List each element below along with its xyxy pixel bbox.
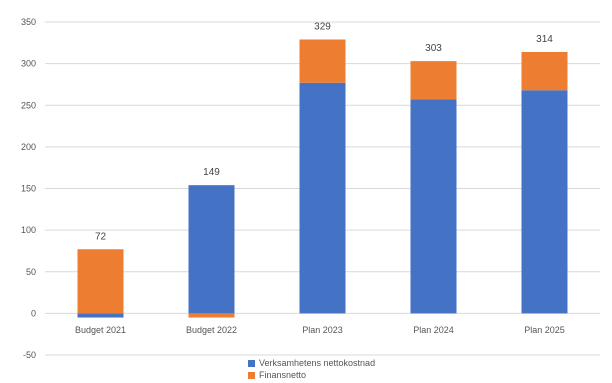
y-axis-ticks: -50 0 50 100 150 200 250 300 350	[21, 17, 36, 360]
y-tick-label: 350	[21, 17, 36, 27]
bar-segment-finansnetto	[188, 313, 235, 318]
y-tick-label: 300	[21, 59, 36, 69]
total-label: 72	[95, 231, 107, 242]
x-axis-categories: Budget 2021 Budget 2022 Plan 2023 Plan 2024…	[75, 325, 565, 335]
total-label: 329	[314, 21, 331, 32]
y-tick-label: -50	[23, 350, 36, 360]
bar-segment-finansnetto	[299, 39, 346, 83]
x-category-label: Plan 2023	[302, 325, 343, 335]
bar-segment-verksamhetens-nettokostnad	[410, 99, 457, 314]
bar-segment-verksamhetens-nettokostnad	[521, 90, 568, 314]
bar-segment-finansnetto	[77, 249, 124, 314]
bar-segment-finansnetto	[410, 61, 457, 100]
x-category-label: Plan 2024	[413, 325, 454, 335]
y-tick-label: 250	[21, 100, 36, 110]
bar-segment-verksamhetens-nettokostnad	[299, 82, 346, 314]
total-label: 314	[536, 34, 553, 45]
total-label: 303	[425, 43, 442, 54]
y-tick-label: 0	[31, 308, 36, 318]
x-category-label: Budget 2021	[75, 325, 126, 335]
bar-segment-finansnetto	[521, 51, 568, 91]
bar-segment-verksamhetens-nettokostnad	[188, 185, 235, 314]
legend-swatch	[248, 372, 255, 379]
total-label: 149	[203, 167, 220, 178]
x-category-label: Budget 2022	[186, 325, 237, 335]
bar-segment-verksamhetens-nettokostnad	[77, 313, 124, 318]
legend-label: Verksamhetens nettokostnad	[259, 358, 375, 368]
bars	[77, 39, 568, 318]
y-tick-label: 200	[21, 142, 36, 152]
total-labels: 72 149 329 303 314	[95, 21, 553, 242]
legend-label: Finansnetto	[259, 370, 306, 380]
x-category-label: Plan 2025	[524, 325, 565, 335]
legend-swatch	[248, 360, 255, 367]
y-tick-label: 100	[21, 225, 36, 235]
y-tick-label: 150	[21, 184, 36, 194]
y-tick-label: 50	[26, 267, 36, 277]
legend: Verksamhetens nettokostnad Finansnetto	[248, 358, 375, 380]
